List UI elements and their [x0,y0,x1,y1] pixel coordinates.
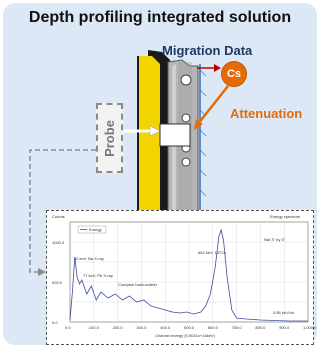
spectrum-header-left: Counts [52,214,65,219]
peak-label-pb: 77 keV, Pb X-ray [83,273,113,278]
x-axis-label: Channel energy (0.5041x+16keV) [155,333,215,338]
spectrum-header-right: Energy spectrum [270,214,301,219]
x-tick-label: 400.0 [160,325,171,330]
plot-grid [70,222,308,322]
diagram-title: Depth profiling integrated solution [28,9,292,26]
probe-to-spectrum-connector [29,149,96,276]
y-tick-label: 500.0 [52,280,63,285]
x-tick-label: 700.0 [231,325,242,330]
x-tick-label: 1,000.0 [303,325,317,330]
x-tick-label: 900.0 [279,325,290,330]
x-tick-label: 500.0 [184,325,195,330]
resolution-note: 0.85 keV/ch [273,310,295,315]
x-tick-label: 800.0 [255,325,266,330]
spectrum-trace [69,228,308,322]
peak-label-compton: Compton back-scatter [118,282,158,287]
cs-source-badge: Cs [221,61,247,87]
probe-box [96,103,123,173]
attenuation-arrow [194,85,229,130]
peak-label-ba: 32 keV, Ba X-ray [74,256,104,261]
x-tick-label: 300.0 [136,325,147,330]
hatch-marks [199,69,207,197]
legend-box [77,225,107,234]
y-tick-label: 0.0 [52,320,58,325]
probe-lead [123,125,161,137]
x-tick-label: 0.0 [65,325,71,330]
migration-data-label: Migration Data [162,43,253,58]
x-tick-label: 200.0 [112,325,123,330]
y-tick-label: 1000.0 [52,240,65,245]
x-tick-label: 600.0 [207,325,218,330]
peak-label-cs: 662 keV, 137Cs [198,250,227,255]
x-tick-label: 100.0 [88,325,99,330]
legend-label: Energy [89,227,102,232]
detector-size-note: NaI 3" by 3" [264,237,286,242]
migration-arrow [197,64,221,72]
attenuation-label: Attenuation [230,106,303,121]
